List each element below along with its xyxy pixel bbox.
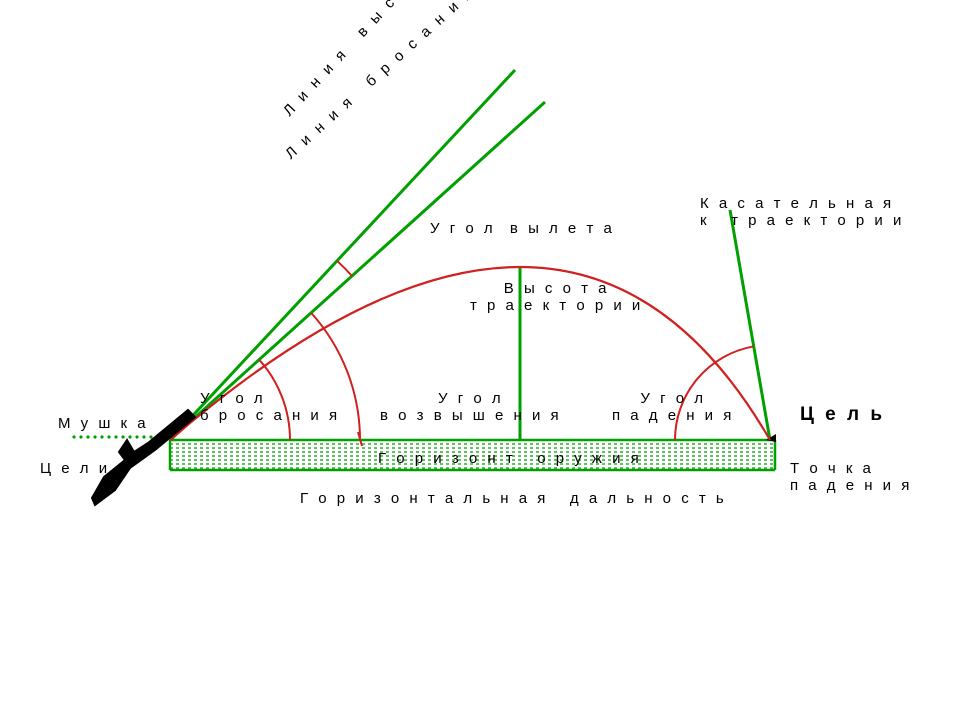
label-fall-point: Т о ч к а п а д е н и я [790, 460, 912, 495]
label-tangent: К а с а т е л ь н а я к т р а е к т о р … [700, 195, 904, 230]
label-elevation-angle: У г о л в о з в ы ш е н и я [380, 390, 562, 425]
label-horizontal-range: Г о р и з о н т а л ь н а я д а л ь н о … [300, 490, 727, 507]
label-fall-angle: У г о л п а д е н и я [612, 390, 734, 425]
label-rear-sight: Ц е л и к [40, 460, 127, 477]
ballistics-diagram: Л и н и я в ы с т р е л а Л и н и я б р … [0, 0, 960, 720]
label-weapon-horizon: Г о р и з о н т о р у ж и я [378, 450, 642, 467]
label-front-sight: М у ш к а [58, 415, 149, 432]
label-target: Ц е л ь [800, 404, 885, 426]
label-departure-angle: У г о л в ы л е т а [430, 220, 615, 237]
green-lines [72, 70, 776, 442]
label-trajectory-height: В ы с о т а т р а е к т о р и и [470, 280, 643, 315]
label-throw-angle: У г о л б р о с а н и я [200, 390, 340, 425]
diagram-svg [0, 0, 960, 720]
